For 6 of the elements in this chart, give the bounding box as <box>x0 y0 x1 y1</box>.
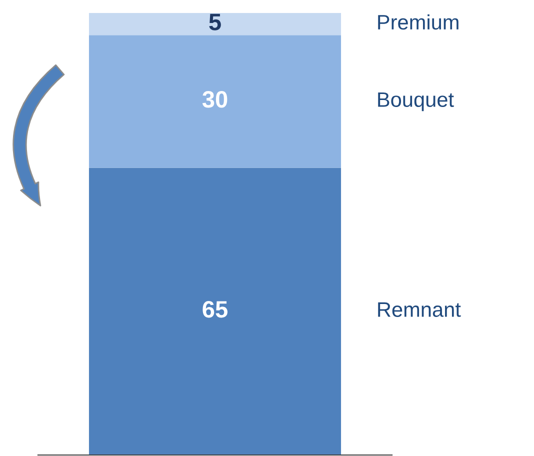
data-label: 5 <box>209 14 221 30</box>
data-label: 65 <box>202 300 228 318</box>
series-label: Premium <box>378 14 458 30</box>
data-label: 30 <box>202 91 228 108</box>
series-label: Bouquet <box>378 92 454 112</box>
series-label: Remnant <box>378 302 461 317</box>
